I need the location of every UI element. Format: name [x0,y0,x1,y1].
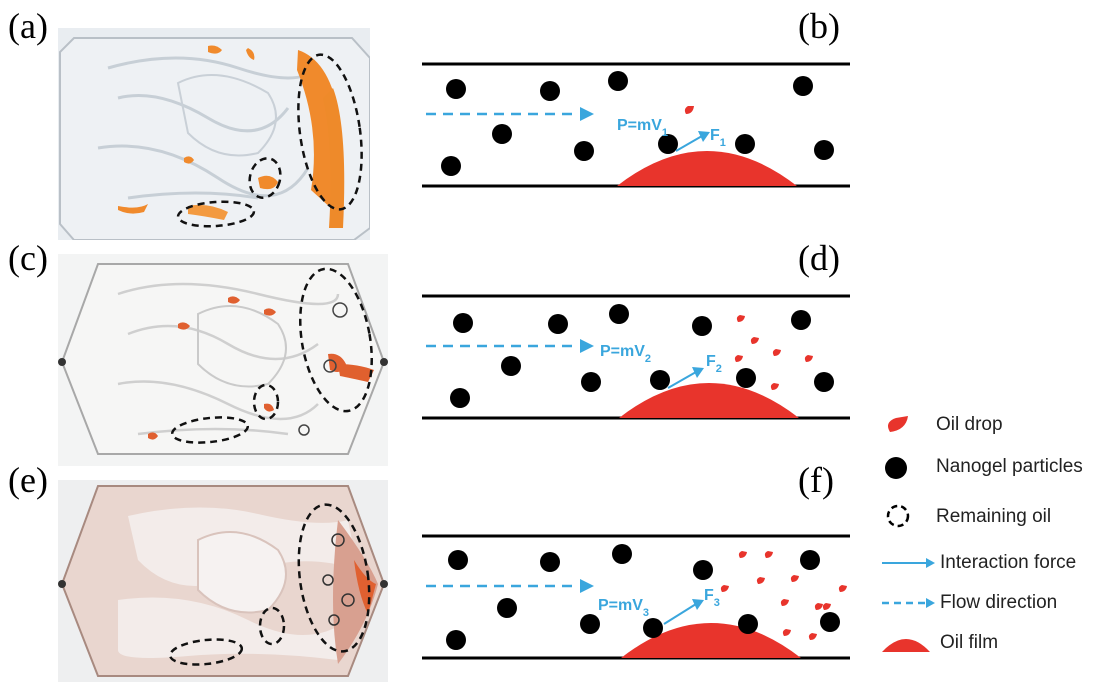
arrow-icon [882,558,935,568]
nanogel-particles [446,544,840,650]
dashed-circle-icon [886,504,910,528]
svg-text:F1: F1 [710,127,726,149]
panel-label-f: (f) [798,460,834,500]
legend-interaction-force-label: Interaction force [940,552,1077,573]
force-subscript: 2 [716,363,722,375]
dashed-arrow-icon [882,598,935,608]
panel-label-e: (e) [8,460,48,500]
force-arrow [675,135,703,152]
micromodel-photo-c [58,254,388,466]
legend-nanogel-label: Nanogel particles [936,456,1083,477]
legend-flow-direction-label: Flow direction [940,592,1058,613]
schematic-f: P=mV3 F3 [420,530,860,670]
svg-text:F3: F3 [704,587,720,609]
force-arrow [663,603,697,625]
svg-text:P=mV1: P=mV1 [617,117,668,139]
panel-label-c: (c) [8,238,48,278]
momentum-label: P=mV [598,597,643,614]
oil-film [621,623,801,658]
oil-film [617,151,797,186]
panel-label-b: (b) [798,6,840,46]
micromodel-photo-e [58,480,388,682]
legend-remaining-oil-label: Remaining oil [936,506,1052,527]
force-arrow [667,371,697,389]
svg-text:P=mV3: P=mV3 [598,597,649,619]
momentum-label: P=mV [617,117,662,134]
oil-drop [684,106,694,114]
momentum-subscript: 1 [662,127,668,139]
oil-drop-icon [888,416,908,432]
force-label: F [704,587,714,604]
oil-film-icon [882,639,930,652]
force-label: F [706,353,716,370]
svg-text:P=mV2: P=mV2 [600,343,651,365]
momentum-label: P=mV [600,343,645,360]
legend-oil-film-label: Oil film [940,632,999,653]
force-label: F [710,127,720,144]
oil-drops [734,315,813,390]
nanogel-particle-icon [885,457,907,479]
schematic-b: P=mV1 F1 [420,58,860,198]
nanogel-particles [450,304,834,408]
momentum-subscript: 2 [645,353,651,365]
schematic-d: P=mV2 F2 [420,290,860,430]
oil-film [619,383,799,418]
force-subscript: 3 [714,597,720,609]
svg-text:F2: F2 [706,353,722,375]
nanogel-particles [441,71,834,176]
panel-label-a: (a) [8,6,48,46]
legend-oil-drop-label: Oil drop [936,414,1003,435]
force-subscript: 1 [720,137,726,149]
panel-label-d: (d) [798,238,840,278]
momentum-subscript: 3 [643,607,649,619]
micromodel-photo-a [58,28,370,240]
oil-drops [720,551,847,640]
